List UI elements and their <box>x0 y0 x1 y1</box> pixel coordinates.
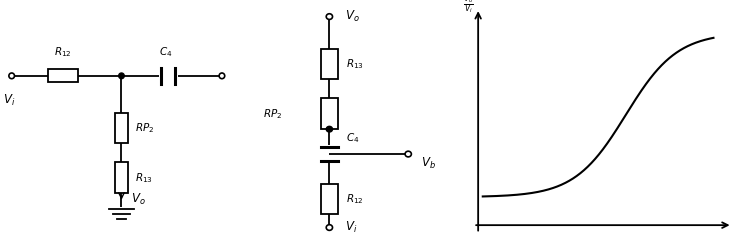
Bar <box>48 69 78 82</box>
Text: $RP_2$: $RP_2$ <box>263 107 283 121</box>
Text: $R_{12}$: $R_{12}$ <box>346 192 364 206</box>
Circle shape <box>326 126 333 132</box>
Text: $RP_2$: $RP_2$ <box>135 121 154 135</box>
Bar <box>321 98 338 129</box>
Text: $V_b$: $V_b$ <box>421 156 437 171</box>
Text: $C_4$: $C_4$ <box>159 46 172 59</box>
Bar <box>115 113 128 143</box>
Text: $V_i$: $V_i$ <box>345 220 358 235</box>
Text: $\frac{V_o}{V_i}$: $\frac{V_o}{V_i}$ <box>463 0 474 16</box>
Bar <box>321 184 338 214</box>
Text: $V_i$: $V_i$ <box>3 92 15 108</box>
Circle shape <box>119 73 124 79</box>
Bar <box>321 49 338 79</box>
Text: $R_{12}$: $R_{12}$ <box>54 46 72 59</box>
Text: $R_{13}$: $R_{13}$ <box>135 171 153 185</box>
Text: $V_o$: $V_o$ <box>345 9 360 24</box>
Text: $V_o$: $V_o$ <box>131 191 145 207</box>
Text: $R_{13}$: $R_{13}$ <box>346 57 364 71</box>
Text: $C_4$: $C_4$ <box>346 131 359 145</box>
Bar <box>115 162 128 193</box>
